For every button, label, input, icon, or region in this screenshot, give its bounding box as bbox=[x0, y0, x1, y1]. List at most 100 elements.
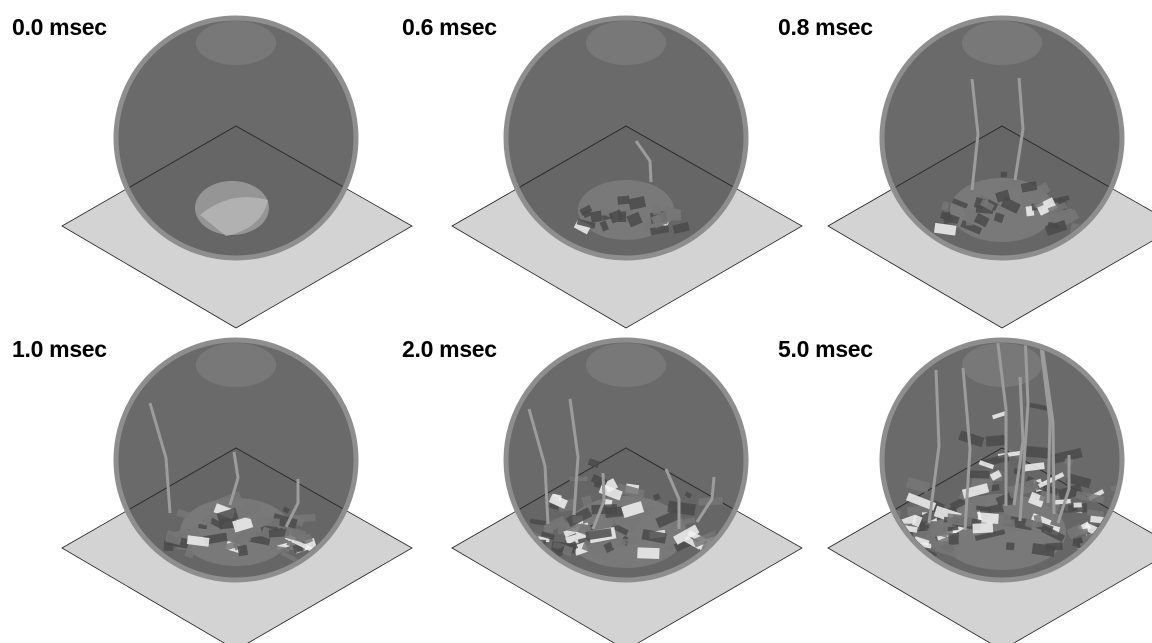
fragment bbox=[625, 518, 641, 526]
fragment bbox=[569, 476, 588, 482]
fragment bbox=[649, 225, 670, 236]
fragment bbox=[291, 538, 313, 552]
fragment bbox=[1075, 490, 1105, 504]
fragment bbox=[974, 529, 1006, 541]
time-label: 1.0 msec bbox=[12, 336, 107, 362]
fragment bbox=[232, 516, 254, 533]
crack-line bbox=[527, 408, 550, 525]
fragment bbox=[565, 530, 590, 547]
fragment bbox=[282, 506, 290, 514]
fragment bbox=[173, 525, 199, 539]
fragment bbox=[1000, 171, 1008, 178]
fragment bbox=[911, 514, 923, 528]
fragment bbox=[227, 503, 254, 520]
fragment bbox=[1024, 518, 1037, 529]
fragment bbox=[1035, 197, 1058, 216]
fragment bbox=[672, 221, 690, 234]
fragment bbox=[529, 518, 547, 526]
crack-line bbox=[148, 402, 172, 514]
snapshot-panel-5: 5.0 msec bbox=[766, 322, 1152, 643]
fragment bbox=[637, 547, 660, 559]
crack-line bbox=[961, 367, 972, 531]
crack-line bbox=[1012, 376, 1025, 506]
fragment bbox=[1074, 528, 1089, 536]
fragment bbox=[948, 532, 959, 546]
fragment bbox=[566, 507, 593, 528]
fragment bbox=[626, 211, 643, 228]
crack-line bbox=[634, 140, 653, 183]
fragment bbox=[684, 491, 693, 499]
fragment bbox=[1073, 502, 1082, 508]
fragment bbox=[947, 525, 959, 532]
snapshot-panel-2: 0.8 msec bbox=[766, 0, 1152, 329]
fragment bbox=[692, 530, 719, 548]
sphere-impact-image bbox=[451, 15, 803, 329]
fragment bbox=[176, 508, 192, 520]
snapshot-panel-3: 1.0 msec bbox=[0, 322, 413, 643]
crack-line bbox=[284, 479, 300, 528]
fragment bbox=[929, 527, 949, 539]
fragment bbox=[1065, 473, 1092, 489]
fragment bbox=[576, 218, 596, 229]
fragment bbox=[562, 545, 574, 557]
fragment bbox=[243, 499, 262, 518]
fragment bbox=[985, 434, 1006, 447]
fragment bbox=[1045, 542, 1063, 551]
fragment bbox=[217, 490, 243, 509]
fragment bbox=[651, 202, 662, 216]
crack-line bbox=[1038, 343, 1056, 515]
fragment bbox=[233, 532, 252, 544]
top-highlight bbox=[586, 343, 666, 387]
fragment bbox=[662, 205, 682, 218]
time-label: 0.0 msec bbox=[12, 14, 107, 40]
fragment bbox=[1057, 483, 1083, 501]
fragment bbox=[593, 542, 608, 549]
top-highlight bbox=[586, 21, 666, 65]
sphere-impact-image bbox=[827, 337, 1152, 643]
crack-line bbox=[927, 369, 941, 524]
sphere-body bbox=[113, 15, 359, 261]
top-highlight bbox=[196, 343, 276, 387]
fragment bbox=[548, 493, 569, 510]
fragment bbox=[543, 524, 554, 533]
sphere-impact-image bbox=[61, 15, 413, 329]
fragment bbox=[604, 506, 625, 519]
fragment bbox=[966, 214, 973, 226]
fragment bbox=[999, 179, 1021, 192]
fragment bbox=[611, 522, 629, 536]
fragment bbox=[216, 507, 239, 525]
crack-line bbox=[1056, 455, 1071, 524]
crack-line bbox=[591, 472, 606, 530]
crack-line bbox=[992, 343, 1008, 506]
crack-line bbox=[695, 476, 716, 523]
fragment bbox=[905, 492, 937, 511]
fragment bbox=[1023, 462, 1045, 472]
fragment bbox=[186, 535, 210, 547]
snapshot-panel-1: 0.6 msec bbox=[390, 0, 803, 329]
fragment bbox=[540, 531, 556, 541]
fragment bbox=[966, 470, 990, 479]
fragment bbox=[1033, 200, 1044, 209]
fragment bbox=[949, 497, 967, 511]
crack-line bbox=[1038, 343, 1052, 504]
fragment bbox=[1028, 402, 1051, 412]
fragment bbox=[628, 196, 647, 211]
fragment bbox=[621, 501, 645, 519]
fragment bbox=[1040, 525, 1066, 543]
fragment bbox=[673, 524, 700, 545]
fragment bbox=[973, 212, 990, 228]
fragment bbox=[581, 539, 610, 559]
fragment bbox=[599, 220, 610, 232]
fragment bbox=[942, 211, 953, 225]
top-highlight bbox=[196, 21, 276, 65]
fragment bbox=[993, 212, 1005, 224]
fragment bbox=[1090, 515, 1104, 524]
fragment bbox=[972, 522, 994, 534]
crack-line bbox=[970, 78, 980, 191]
fragment bbox=[201, 515, 212, 526]
fragment bbox=[1051, 447, 1083, 465]
fragment bbox=[255, 516, 280, 528]
fragment bbox=[269, 544, 290, 553]
fragment bbox=[1023, 445, 1051, 459]
top-highlight bbox=[962, 21, 1042, 65]
